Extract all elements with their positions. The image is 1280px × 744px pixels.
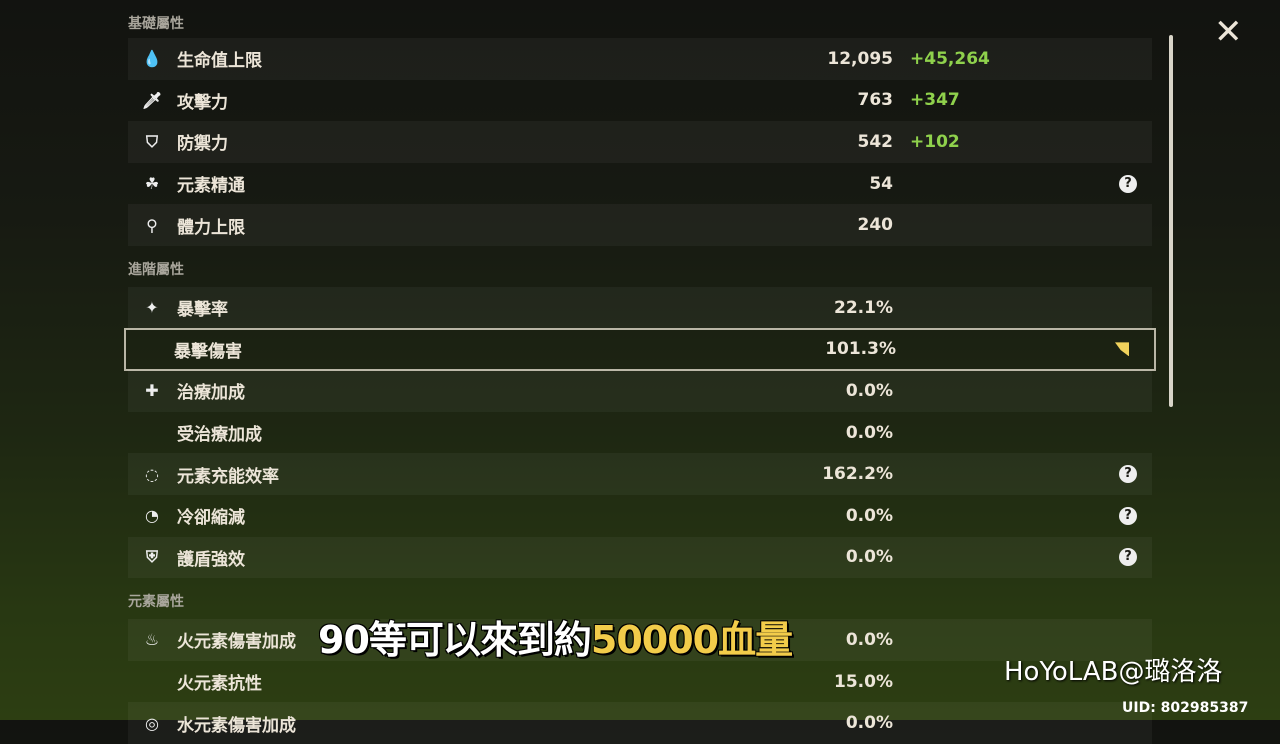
section-header: 元素屬性	[128, 594, 184, 611]
sword-icon: 🗡	[141, 90, 163, 110]
subtitle-highlight: 50000血量	[590, 618, 793, 662]
stat-label: 冷卻縮減	[177, 508, 245, 529]
stat-row[interactable]: 🗡 攻擊力 763 +347	[128, 80, 1152, 122]
stat-bonus: +347	[910, 90, 960, 111]
scrollbar[interactable]	[1169, 35, 1173, 407]
stat-label: 暴擊傷害	[174, 341, 242, 362]
stat-row[interactable]: ◌ 元素充能效率 162.2%?	[128, 453, 1152, 495]
stat-label: 體力上限	[177, 217, 245, 238]
stamina-icon: ⚲	[146, 215, 158, 235]
stat-row[interactable]: ☘ 元素精通 54?	[128, 163, 1152, 205]
stat-bonus: +102	[910, 131, 960, 152]
stat-row[interactable]: ✚ 治療加成 0.0%	[128, 370, 1152, 412]
shield-strength-icon: ⛨	[145, 547, 158, 567]
stat-label: 防禦力	[177, 134, 228, 155]
stat-value: 763	[857, 90, 894, 111]
stat-value: 542	[857, 131, 894, 152]
stat-row[interactable]: ⛨ 護盾強效 0.0%?	[128, 536, 1152, 579]
stat-row[interactable]: 受治療加成 0.0%	[128, 412, 1152, 454]
help-icon[interactable]: ?	[1119, 465, 1137, 484]
stat-row[interactable]: ♨ 火元素傷害加成 0.0%	[128, 619, 1152, 661]
stat-label: 元素精通	[177, 176, 245, 197]
stat-label: 護盾強效	[177, 549, 245, 570]
subtitle-prefix: 90等可以來到約	[318, 618, 592, 662]
stat-value: 15.0%	[834, 671, 893, 692]
stat-label: 暴擊率	[177, 300, 228, 321]
stat-value: 162.2%	[822, 464, 893, 485]
stat-value: 0.0%	[845, 547, 893, 568]
stat-row[interactable]: ✦ 暴擊率 22.1%	[128, 286, 1152, 329]
stat-label: 治療加成	[177, 383, 245, 404]
energy-recharge-icon: ◌	[145, 464, 159, 484]
uid-label: UID: 802985387	[1122, 700, 1249, 716]
hydro-icon: ◎	[145, 713, 159, 733]
hp-drop-icon: 💧	[142, 49, 162, 69]
close-button[interactable]: ✕	[1214, 12, 1243, 52]
stat-value: 0.0%	[845, 380, 893, 401]
stat-label: 火元素抗性	[177, 674, 262, 695]
stat-value: 12,095	[827, 48, 893, 69]
stat-value: 0.0%	[845, 713, 893, 734]
stat-row[interactable]: 💧 生命值上限 12,095 +45,264	[128, 38, 1152, 80]
stat-value: 240	[857, 215, 894, 236]
healing-cross-icon: ✚	[145, 381, 159, 401]
help-icon[interactable]: ?	[1119, 174, 1137, 193]
stat-value: 22.1%	[834, 297, 893, 318]
stat-value: 0.0%	[845, 505, 893, 526]
stat-label: 元素充能效率	[177, 466, 279, 487]
stat-label: 受治療加成	[177, 425, 262, 446]
stat-row[interactable]: ◎ 水元素傷害加成 0.0%	[128, 702, 1152, 744]
stat-row[interactable]: 暴擊傷害 101.3%	[124, 327, 1156, 372]
stat-value: 54	[869, 173, 893, 194]
stat-row[interactable]: ⚲ 體力上限 240	[128, 204, 1152, 246]
pyro-icon: ♨	[144, 630, 160, 650]
favorite-flag-icon[interactable]	[1115, 342, 1129, 357]
video-subtitle: 90等可以來到約50000血量	[318, 618, 793, 662]
stat-row[interactable]: ◔ 冷卻縮減 0.0%?	[128, 495, 1152, 537]
stat-value: 101.3%	[825, 339, 896, 360]
stat-value: 0.0%	[845, 422, 893, 443]
stat-label: 水元素傷害加成	[177, 715, 296, 736]
stat-label: 火元素傷害加成	[177, 632, 296, 653]
watermark: HoYoLAB@璐洛洛	[1004, 657, 1223, 687]
stat-bonus: +45,264	[910, 48, 990, 69]
stat-value: 0.0%	[845, 629, 893, 650]
section-header: 進階屬性	[128, 261, 184, 278]
help-icon[interactable]: ?	[1119, 548, 1137, 567]
stat-row[interactable]: ⛉ 防禦力 542 +102	[128, 121, 1152, 163]
help-icon[interactable]: ?	[1119, 506, 1137, 525]
crit-rate-icon: ✦	[145, 298, 159, 318]
stat-label: 生命值上限	[177, 51, 262, 72]
stat-label: 攻擊力	[177, 92, 228, 113]
section-header: 基礎屬性	[128, 16, 184, 32]
stat-row[interactable]: 火元素抗性 15.0%	[128, 661, 1152, 703]
elemental-mastery-icon: ☘	[144, 174, 160, 194]
shield-icon: ⛉	[145, 131, 158, 151]
cooldown-icon: ◔	[145, 506, 159, 526]
